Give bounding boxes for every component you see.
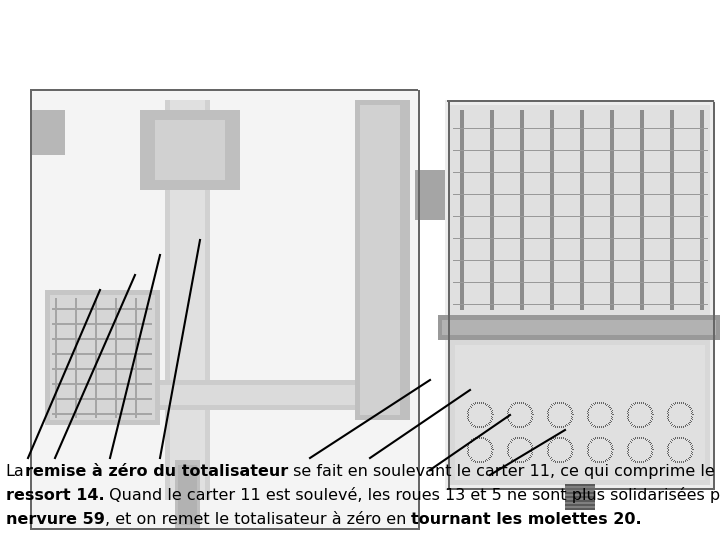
Text: ressort 14.: ressort 14. — [6, 488, 104, 503]
Text: remise à zéro du totalisateur: remise à zéro du totalisateur — [24, 464, 288, 480]
Text: Quand le carter 11 est soulevé, les roues 13 et 5 ne sont plus solidarisées par : Quand le carter 11 est soulevé, les roue… — [104, 487, 720, 503]
Text: La: La — [6, 464, 24, 480]
Text: nervure 59: nervure 59 — [6, 512, 104, 527]
Text: se fait en soulevant le carter 11, ce qui comprime le: se fait en soulevant le carter 11, ce qu… — [288, 464, 714, 480]
Text: , et on remet le totalisateur à zéro en: , et on remet le totalisateur à zéro en — [104, 512, 411, 527]
Text: tournant les molettes 20.: tournant les molettes 20. — [411, 512, 642, 527]
